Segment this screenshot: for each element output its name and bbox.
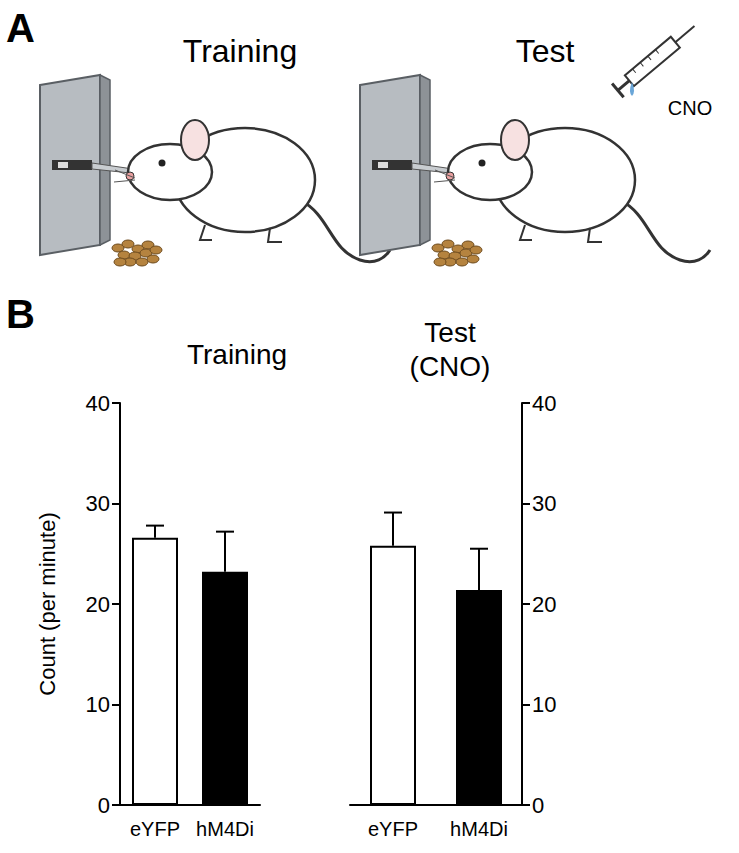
svg-text:A: A <box>6 6 35 50</box>
svg-text:Count (per minute): Count (per minute) <box>35 512 60 695</box>
svg-text:Training: Training <box>183 33 297 69</box>
svg-text:Training: Training <box>187 339 287 370</box>
svg-text:Test: Test <box>424 317 476 348</box>
svg-text:hM4Di: hM4Di <box>450 818 508 840</box>
svg-text:40: 40 <box>86 391 110 416</box>
svg-text:hM4Di: hM4Di <box>196 818 254 840</box>
svg-text:(CNO): (CNO) <box>410 351 491 382</box>
html-text:B: B <box>6 292 35 336</box>
svg-text:eYFP: eYFP <box>368 818 418 840</box>
svg-text:40: 40 <box>532 391 556 416</box>
svg-text:20: 20 <box>86 592 110 617</box>
svg-text:10: 10 <box>532 692 556 717</box>
svg-text:eYFP: eYFP <box>130 818 180 840</box>
svg-text:0: 0 <box>98 793 110 818</box>
svg-text:Test: Test <box>516 33 575 69</box>
svg-text:10: 10 <box>86 692 110 717</box>
svg-text:30: 30 <box>86 491 110 516</box>
svg-text:0: 0 <box>532 793 544 818</box>
svg-text:20: 20 <box>532 592 556 617</box>
svg-text:CNO: CNO <box>668 97 712 119</box>
svg-text:30: 30 <box>532 491 556 516</box>
